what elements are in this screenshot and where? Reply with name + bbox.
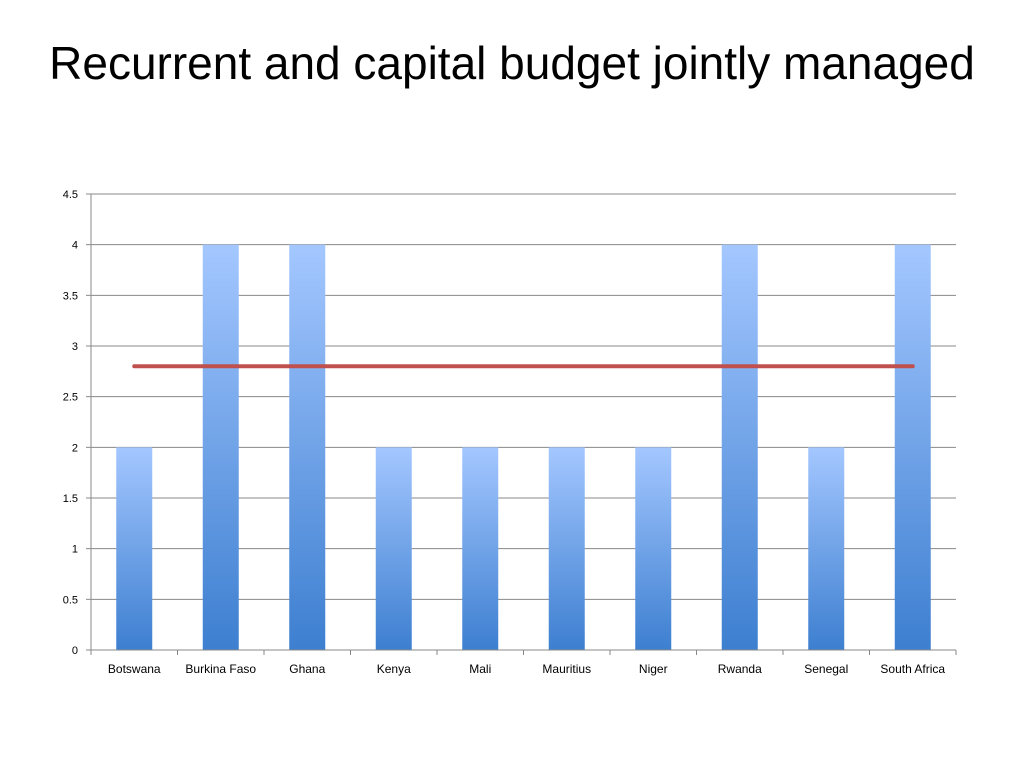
bar-senegal xyxy=(808,447,845,650)
y-tick-label: 0.5 xyxy=(63,594,78,606)
bar-south-africa xyxy=(894,244,931,650)
bar-mali xyxy=(462,447,499,650)
x-tick-label: Botswana xyxy=(108,662,161,676)
bar-botswana xyxy=(116,447,153,650)
x-tick-label: Rwanda xyxy=(718,662,762,676)
x-tick-label: Mauritius xyxy=(542,662,591,676)
bar-kenya xyxy=(375,447,412,650)
x-tick-label: Mali xyxy=(469,662,491,676)
bars xyxy=(116,244,931,650)
bar-burkina-faso xyxy=(202,244,239,650)
y-tick-label: 1.5 xyxy=(63,493,78,505)
y-tick-label: 4 xyxy=(72,240,78,252)
y-tick-label: 3 xyxy=(72,341,78,353)
y-tick-label: 1 xyxy=(72,544,78,556)
x-tick-label: Senegal xyxy=(804,662,848,676)
x-tick-label: Kenya xyxy=(377,662,411,676)
bar-ghana xyxy=(289,244,326,650)
x-tick-label: Niger xyxy=(639,662,668,676)
x-tick-label: Burkina Faso xyxy=(185,662,256,676)
bar-rwanda xyxy=(721,244,758,650)
x-tick-label: Ghana xyxy=(289,662,325,676)
bar-niger xyxy=(635,447,672,650)
y-tick-label: 2 xyxy=(72,442,78,454)
y-tick-label: 4.5 xyxy=(63,189,78,201)
axes xyxy=(86,193,957,655)
y-tick-label: 0 xyxy=(72,645,78,657)
tick-labels: 0 0.5 1 1.5 2 2.5 3 3.5 4 4.5 Botswana Burkina Faso… xyxy=(63,189,946,676)
slide-title: Recurrent and capital budget jointly man… xyxy=(49,37,975,89)
y-tick-label: 2.5 xyxy=(63,392,78,404)
x-tick-label: South Africa xyxy=(880,662,945,676)
y-tick-label: 3.5 xyxy=(63,290,78,302)
bar-mauritius xyxy=(548,447,585,650)
